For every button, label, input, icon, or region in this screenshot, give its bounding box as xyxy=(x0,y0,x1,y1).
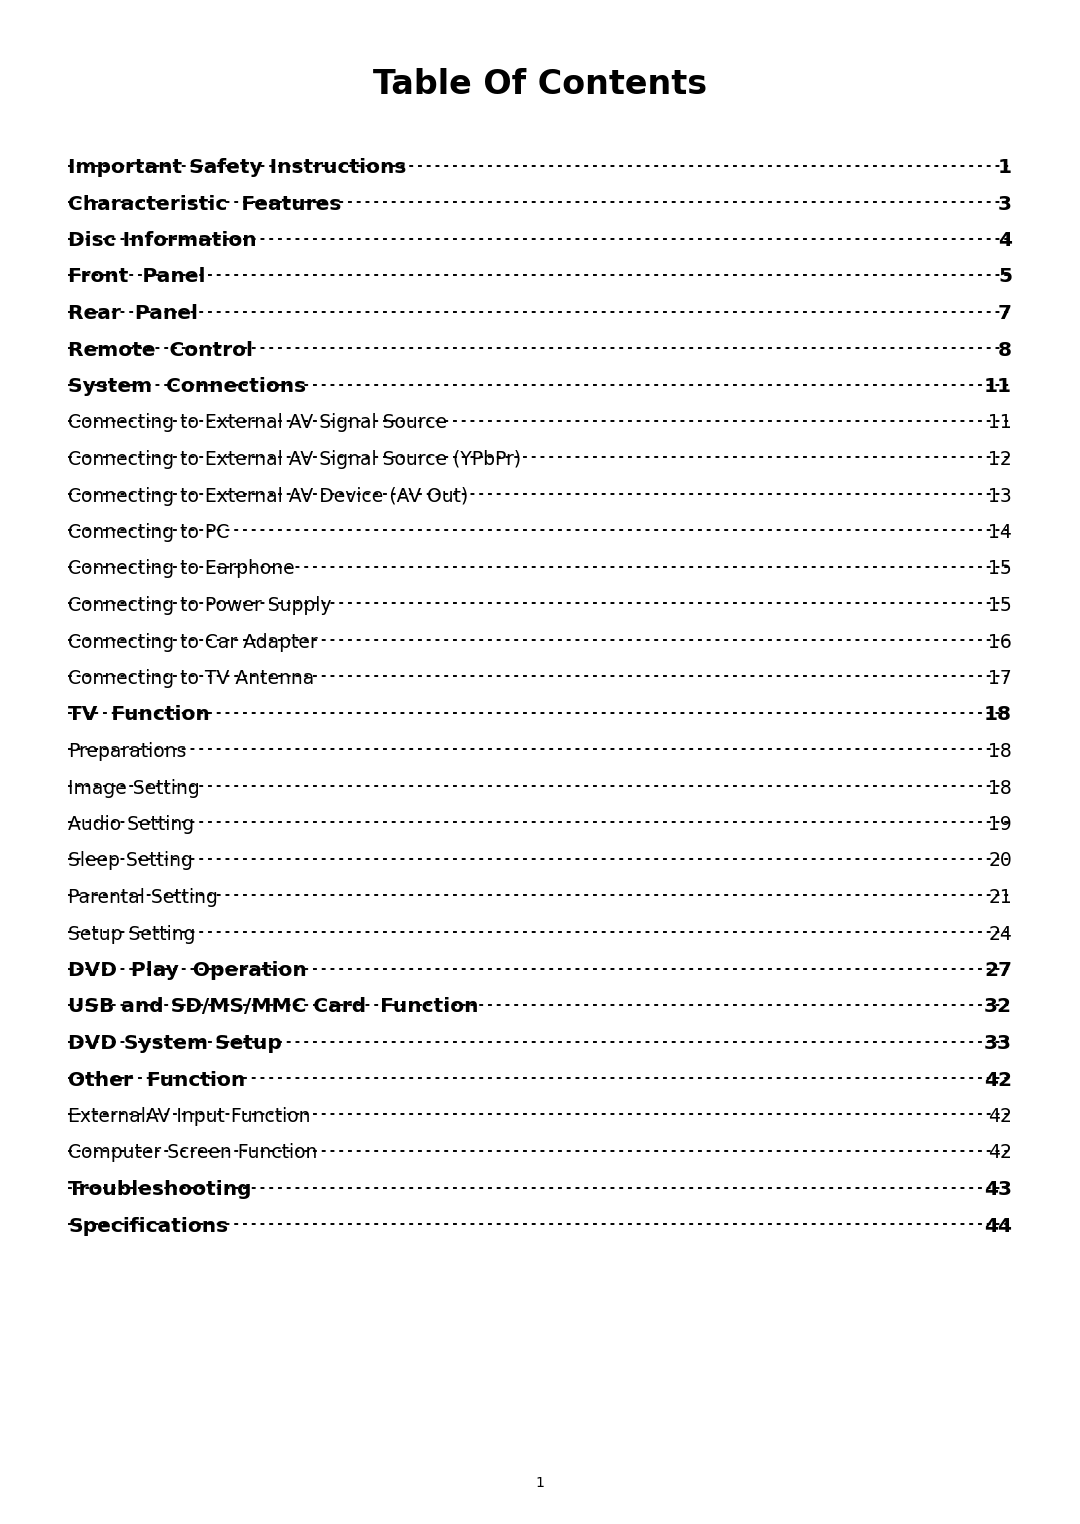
Text: 18: 18 xyxy=(988,779,1012,797)
Text: System  Connections: System Connections xyxy=(68,376,306,396)
Text: Specifications: Specifications xyxy=(68,1216,228,1236)
Text: 16: 16 xyxy=(988,632,1012,651)
Text: Connecting to Earphone: Connecting to Earphone xyxy=(68,559,300,579)
Text: DVD  Play  Operation: DVD Play Operation xyxy=(68,962,307,980)
Text: 1: 1 xyxy=(536,1477,544,1490)
Text: 12: 12 xyxy=(988,450,1012,469)
Text: Image Setting: Image Setting xyxy=(68,779,200,797)
Text: 43: 43 xyxy=(984,1180,1012,1199)
Text: 17: 17 xyxy=(988,669,1012,687)
Text: 18: 18 xyxy=(984,706,1012,724)
Text: Connecting to TV Antenna: Connecting to TV Antenna xyxy=(68,669,314,687)
Text: Disc Information: Disc Information xyxy=(68,232,264,250)
Text: Sleep Setting: Sleep Setting xyxy=(68,852,193,870)
Text: 24: 24 xyxy=(988,925,1012,943)
Text: 3: 3 xyxy=(998,195,1012,213)
Text: 42: 42 xyxy=(988,1143,1012,1163)
Text: Connecting to Power Supply: Connecting to Power Supply xyxy=(68,596,332,616)
Text: 44: 44 xyxy=(984,1216,1012,1236)
Text: Important Safety Instructions: Important Safety Instructions xyxy=(68,158,406,177)
Text: 32: 32 xyxy=(984,998,1012,1017)
Text: Table Of Contents: Table Of Contents xyxy=(373,69,707,101)
Text: Remote  Control: Remote Control xyxy=(68,340,253,360)
Text: Troubleshooting: Troubleshooting xyxy=(68,1180,253,1199)
Text: 20: 20 xyxy=(988,852,1012,870)
Text: ExternalAV Input Function: ExternalAV Input Function xyxy=(68,1106,311,1126)
Text: 7: 7 xyxy=(998,303,1012,323)
Text: Connecting to External AV Signal Source (YPbPr): Connecting to External AV Signal Source … xyxy=(68,450,527,469)
Text: Connecting to External AV Device (AV Out): Connecting to External AV Device (AV Out… xyxy=(68,486,474,506)
Text: Connecting to PC: Connecting to PC xyxy=(68,523,235,543)
Text: 21: 21 xyxy=(988,888,1012,907)
Text: 13: 13 xyxy=(988,486,1012,506)
Text: 11: 11 xyxy=(988,413,1012,433)
Text: 14: 14 xyxy=(988,523,1012,543)
Text: Preparations: Preparations xyxy=(68,742,187,760)
Text: Audio Setting: Audio Setting xyxy=(68,815,194,834)
Text: DVD System Setup: DVD System Setup xyxy=(68,1033,282,1053)
Text: Rear  Panel: Rear Panel xyxy=(68,303,198,323)
Text: 15: 15 xyxy=(988,559,1012,579)
Text: USB and SD/MS/MMC Card  Function: USB and SD/MS/MMC Card Function xyxy=(68,998,478,1017)
Text: Setup Setting: Setup Setting xyxy=(68,925,195,943)
Text: 15: 15 xyxy=(988,596,1012,616)
Text: 27: 27 xyxy=(984,962,1012,980)
Text: 4: 4 xyxy=(998,232,1012,250)
Text: Parental Setting: Parental Setting xyxy=(68,888,218,907)
Text: 42: 42 xyxy=(988,1106,1012,1126)
Text: 33: 33 xyxy=(984,1033,1012,1053)
Text: 11: 11 xyxy=(984,376,1012,396)
Text: 1: 1 xyxy=(998,158,1012,177)
Text: 18: 18 xyxy=(988,742,1012,760)
Text: 5: 5 xyxy=(998,268,1012,287)
Text: 19: 19 xyxy=(988,815,1012,834)
Text: Connecting to External AV Signal Source: Connecting to External AV Signal Source xyxy=(68,413,447,433)
Text: Characteristic  Features: Characteristic Features xyxy=(68,195,349,213)
Text: 42: 42 xyxy=(984,1070,1012,1090)
Text: Connecting to Car Adapter: Connecting to Car Adapter xyxy=(68,632,318,651)
Text: Front  Panel: Front Panel xyxy=(68,268,205,287)
Text: Other  Function: Other Function xyxy=(68,1070,245,1090)
Text: 8: 8 xyxy=(998,340,1012,360)
Text: Computer Screen Function: Computer Screen Function xyxy=(68,1143,318,1163)
Text: TV  Function: TV Function xyxy=(68,706,210,724)
